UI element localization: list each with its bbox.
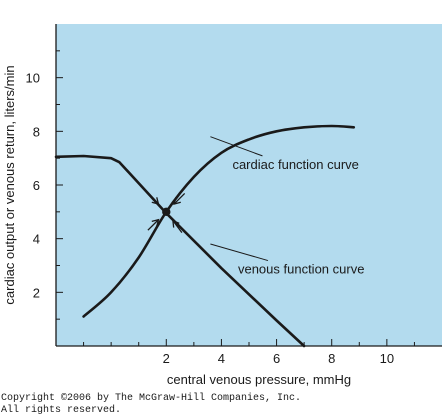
cardiac-label-leader	[210, 136, 263, 157]
arrow-from-upper-left-shaft	[147, 192, 159, 205]
y-tick-label-6: 6	[33, 178, 40, 193]
cardiac-function-line	[82, 124, 356, 318]
arrow-from-lower-right	[172, 219, 183, 234]
arrow-from-upper-right-head	[173, 197, 181, 205]
x-tick-label-4: 4	[218, 351, 225, 366]
arrow-from-upper-right-shaft	[173, 192, 186, 205]
venous-function-line	[54, 154, 306, 348]
equilibrium-arrows	[147, 192, 186, 234]
x-tick-label-6: 6	[273, 351, 280, 366]
plot-background	[56, 24, 442, 346]
y-tick-label-2: 2	[33, 285, 40, 300]
annotations: cardiac function curve venous function cu…	[210, 136, 364, 277]
arrow-from-lower-left	[147, 218, 160, 231]
arrow-from-lower-left-shaft	[147, 219, 159, 231]
tick-marks	[56, 50, 415, 346]
venous-function-label: venous function curve	[238, 262, 364, 277]
arrow-from-lower-right-head	[172, 219, 180, 228]
copyright-line-2: All rights reserved.	[1, 405, 122, 416]
arrow-from-upper-left	[147, 192, 160, 205]
equilibrium-point	[162, 207, 171, 217]
cardiac-function-label: cardiac function curve	[232, 157, 358, 172]
x-tick-label-2: 2	[163, 351, 170, 366]
y-tick-label-4: 4	[33, 232, 40, 247]
copyright-line-1: Copyright ©2006 by The McGraw-Hill Compa…	[1, 393, 302, 404]
x-tick-label-10: 10	[380, 351, 394, 366]
arrow-from-upper-left-head	[151, 197, 160, 205]
series-lines	[54, 124, 356, 348]
tick-labels: 2 4 6 8 10 2 4 6 8 10	[26, 71, 395, 366]
arrow-from-lower-left-head	[151, 218, 160, 227]
y-tick-label-10: 10	[26, 71, 40, 86]
x-axis-title: central venous pressure, mmHg	[167, 372, 351, 387]
y-tick-label-8: 8	[33, 124, 40, 139]
venous-label-leader	[210, 243, 269, 262]
x-tick-label-8: 8	[328, 351, 335, 366]
arrow-from-lower-right-shaft	[172, 220, 183, 234]
arrow-from-upper-right	[173, 192, 186, 205]
y-axis-title: cardiac output or venous return, liters/…	[2, 65, 17, 304]
